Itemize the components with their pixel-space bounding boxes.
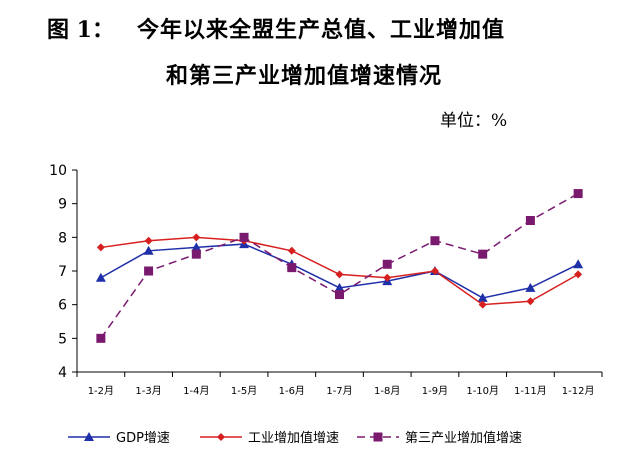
x-tick-label: 1-2月 [88, 385, 114, 397]
x-tick-label: 1-6月 [279, 385, 305, 397]
data-point [335, 290, 344, 300]
x-tick-label: 1-11月 [514, 385, 547, 397]
legend-marker [84, 432, 94, 441]
data-point [430, 236, 440, 246]
chart-series [95, 189, 584, 343]
data-point [383, 273, 392, 282]
data-point [573, 259, 584, 269]
data-point [574, 270, 583, 279]
data-point [382, 259, 392, 269]
legend-marker [373, 432, 383, 442]
series-3 [96, 189, 583, 343]
data-point [430, 267, 439, 275]
data-point [191, 242, 202, 252]
legend-item-2: 工业增加值增速 [200, 430, 339, 446]
legend-item-3: 第三产业增加值增速 [357, 430, 522, 446]
x-tick-label: 1-5月 [231, 385, 257, 397]
legend-label: GDP增速 [116, 431, 170, 446]
legend-item-1: GDP增速 [68, 431, 170, 446]
data-point [96, 333, 106, 343]
y-tick-label: 5 [58, 331, 67, 347]
y-tick-label: 10 [49, 163, 67, 179]
x-tick-label: 1-12月 [562, 385, 595, 397]
legend-marker [217, 433, 225, 441]
x-tick-label: 1-9月 [422, 385, 448, 397]
legend-label: 工业增加值增速 [248, 430, 339, 446]
y-tick-label: 4 [58, 365, 67, 381]
data-point [477, 292, 488, 302]
data-point [335, 270, 344, 279]
data-point [525, 282, 536, 292]
series-line [100, 192, 579, 339]
data-point [144, 266, 154, 276]
data-point [191, 249, 201, 259]
data-point [95, 272, 106, 282]
data-point [192, 233, 201, 242]
data-point [334, 282, 345, 292]
data-point [143, 245, 154, 255]
data-point [287, 263, 297, 273]
chart-axes: 4 5 6 7 8 9 10 1-2月 1-3月 1-4月 1-5月 1-6月 1-7月 1-8月 1-9月… [49, 163, 603, 397]
y-tick-label: 8 [58, 230, 67, 246]
x-tick-label: 1-4月 [183, 385, 209, 397]
data-point [478, 300, 487, 309]
data-point [478, 249, 488, 259]
data-point [287, 246, 296, 255]
data-point [525, 216, 535, 225]
chart-title-line1: 今年以来全盟生产总值、工业增加值 [137, 17, 506, 43]
y-tick-label: 9 [58, 197, 67, 213]
legend-label: 第三产业增加值增速 [405, 430, 522, 446]
chart-legend: GDP增速 工业增加值增速 第三产业增加值增速 [68, 430, 522, 446]
x-tick-label: 1-8月 [374, 385, 400, 397]
data-point [526, 297, 535, 306]
x-tick-label: 1-7月 [326, 385, 352, 397]
figure-label: 图 1： [47, 17, 114, 43]
y-tick-label: 6 [58, 298, 67, 314]
x-tick-label: 1-10月 [466, 385, 499, 397]
y-tick-label: 7 [58, 264, 67, 280]
data-point [573, 189, 583, 199]
data-point [144, 236, 153, 245]
chart-title-line2: 和第三产业增加值增速情况 [166, 63, 443, 89]
data-point [96, 243, 105, 252]
data-point [239, 232, 249, 242]
unit-label: 单位：% [440, 111, 508, 131]
x-tick-label: 1-3月 [135, 385, 161, 397]
